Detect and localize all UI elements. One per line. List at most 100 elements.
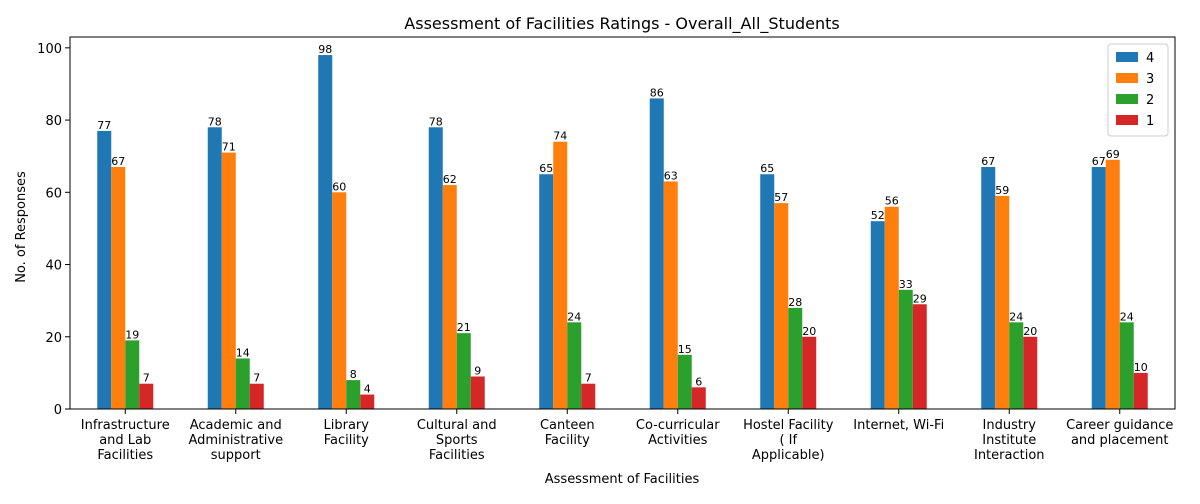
legend-swatch-1 bbox=[1116, 115, 1138, 125]
bar-4-6 bbox=[760, 174, 775, 409]
bar-3-8 bbox=[995, 195, 1010, 409]
data-label-1-6: 20 bbox=[802, 325, 816, 338]
y-tick-label-2: 40 bbox=[45, 259, 62, 274]
bar-3-9 bbox=[1105, 159, 1120, 409]
bar-4-8 bbox=[981, 167, 996, 409]
bar-2-0 bbox=[125, 340, 140, 409]
y-tick-label-5: 100 bbox=[37, 42, 62, 57]
data-label-4-3: 78 bbox=[429, 115, 443, 128]
y-tick-label-0: 0 bbox=[54, 403, 62, 418]
bar-2-7 bbox=[898, 289, 913, 409]
bar-4-4 bbox=[539, 174, 554, 409]
data-label-4-9: 67 bbox=[1092, 155, 1106, 168]
bar-1-7 bbox=[912, 304, 927, 409]
bar-1-8 bbox=[1023, 336, 1038, 409]
data-label-1-0: 7 bbox=[143, 372, 150, 385]
bar-3-3 bbox=[442, 185, 457, 409]
data-label-2-6: 28 bbox=[788, 296, 802, 309]
y-axis-label: No. of Responses bbox=[14, 171, 29, 283]
data-label-3-2: 60 bbox=[332, 180, 346, 193]
series-2-bars: 19 14 8 21 24 15 28 33 24 24 bbox=[125, 278, 1134, 409]
bar-4-1 bbox=[207, 127, 222, 409]
bar-4-5 bbox=[649, 98, 664, 409]
legend-frame bbox=[1107, 43, 1169, 137]
y-tick-label-1: 20 bbox=[45, 331, 62, 346]
bar-3-0 bbox=[111, 167, 126, 409]
legend-label-2: 2 bbox=[1146, 93, 1154, 108]
data-label-4-8: 67 bbox=[981, 155, 995, 168]
legend-swatch-3 bbox=[1116, 73, 1138, 83]
data-label-2-2: 8 bbox=[350, 368, 357, 381]
data-label-4-1: 78 bbox=[208, 115, 222, 128]
data-label-1-1: 7 bbox=[253, 372, 260, 385]
bar-2-4 bbox=[567, 322, 582, 409]
y-tick-label-3: 60 bbox=[45, 186, 62, 201]
data-label-1-4: 7 bbox=[585, 372, 592, 385]
data-label-3-4: 74 bbox=[553, 130, 567, 143]
data-label-3-3: 62 bbox=[443, 173, 457, 186]
bar-2-1 bbox=[235, 358, 250, 409]
x-tick-label-4: Canteen Facility bbox=[540, 418, 595, 448]
legend-label-3: 3 bbox=[1146, 72, 1154, 87]
legend-label-4: 4 bbox=[1146, 51, 1154, 66]
bar-2-2 bbox=[346, 380, 361, 409]
data-label-4-5: 86 bbox=[650, 86, 664, 99]
x-tick-label-1: Academic and Administrative support bbox=[188, 418, 283, 463]
series-1-bars: 7 7 4 9 7 6 20 29 20 10 bbox=[139, 292, 1148, 409]
legend-swatch-2 bbox=[1116, 94, 1138, 104]
axes-frame bbox=[69, 36, 1176, 410]
data-label-1-5: 6 bbox=[695, 375, 702, 388]
data-label-4-4: 65 bbox=[539, 162, 553, 175]
data-label-2-5: 15 bbox=[678, 343, 692, 356]
x-tick-label-0: Infrastructure and Lab Facilities bbox=[81, 418, 170, 463]
bar-1-1 bbox=[249, 383, 264, 409]
data-label-3-5: 63 bbox=[664, 169, 678, 182]
data-label-3-9: 69 bbox=[1106, 148, 1120, 161]
data-label-3-7: 56 bbox=[885, 195, 899, 208]
y-tick-label-4: 80 bbox=[45, 114, 62, 129]
data-label-3-1: 71 bbox=[222, 141, 236, 154]
x-tick-label-2: Library Facility bbox=[324, 418, 370, 448]
bar-2-9 bbox=[1119, 322, 1134, 409]
x-tick-label-6: Hostel Facility( If Applicable) bbox=[743, 418, 834, 463]
data-label-4-2: 98 bbox=[318, 43, 332, 56]
bar-2-6 bbox=[788, 307, 803, 409]
bar-1-2 bbox=[360, 394, 375, 409]
data-label-2-9: 24 bbox=[1120, 310, 1134, 323]
data-label-1-9: 10 bbox=[1134, 361, 1148, 374]
bar-4-3 bbox=[428, 127, 443, 409]
data-label-4-0: 77 bbox=[97, 119, 111, 132]
bar-1-4 bbox=[581, 383, 596, 409]
bar-4-0 bbox=[97, 130, 112, 410]
x-tick-label-3: Cultural and Sports Facilities bbox=[417, 418, 497, 463]
data-label-2-8: 24 bbox=[1009, 310, 1023, 323]
bar-2-3 bbox=[456, 333, 471, 409]
bar-2-8 bbox=[1009, 322, 1024, 409]
bar-4-9 bbox=[1091, 167, 1106, 409]
x-axis-label: Assessment of Facilities bbox=[545, 472, 700, 487]
x-tick-label-9: Career guidance and placement bbox=[1066, 418, 1173, 448]
data-label-3-6: 57 bbox=[774, 191, 788, 204]
x-tick-label-8: Industry Institute Interaction bbox=[974, 418, 1045, 463]
data-label-4-6: 65 bbox=[760, 162, 774, 175]
bar-3-2 bbox=[332, 192, 347, 409]
bar-3-5 bbox=[663, 181, 678, 409]
data-label-4-7: 52 bbox=[871, 209, 885, 222]
legend: 4 3 2 1 bbox=[1107, 43, 1169, 137]
data-label-2-1: 14 bbox=[236, 346, 250, 359]
bar-1-5 bbox=[691, 387, 706, 409]
bar-1-9 bbox=[1133, 372, 1148, 409]
data-label-1-3: 9 bbox=[474, 364, 481, 377]
data-label-2-7: 33 bbox=[899, 278, 913, 291]
bar-1-6 bbox=[802, 336, 817, 409]
data-label-3-0: 67 bbox=[111, 155, 125, 168]
data-label-2-3: 21 bbox=[457, 321, 471, 334]
legend-swatch-4 bbox=[1116, 52, 1138, 62]
bar-2-5 bbox=[677, 354, 692, 409]
x-tick-label-5: Co-curricular Activities bbox=[636, 418, 720, 448]
legend-label-1: 1 bbox=[1146, 114, 1154, 129]
